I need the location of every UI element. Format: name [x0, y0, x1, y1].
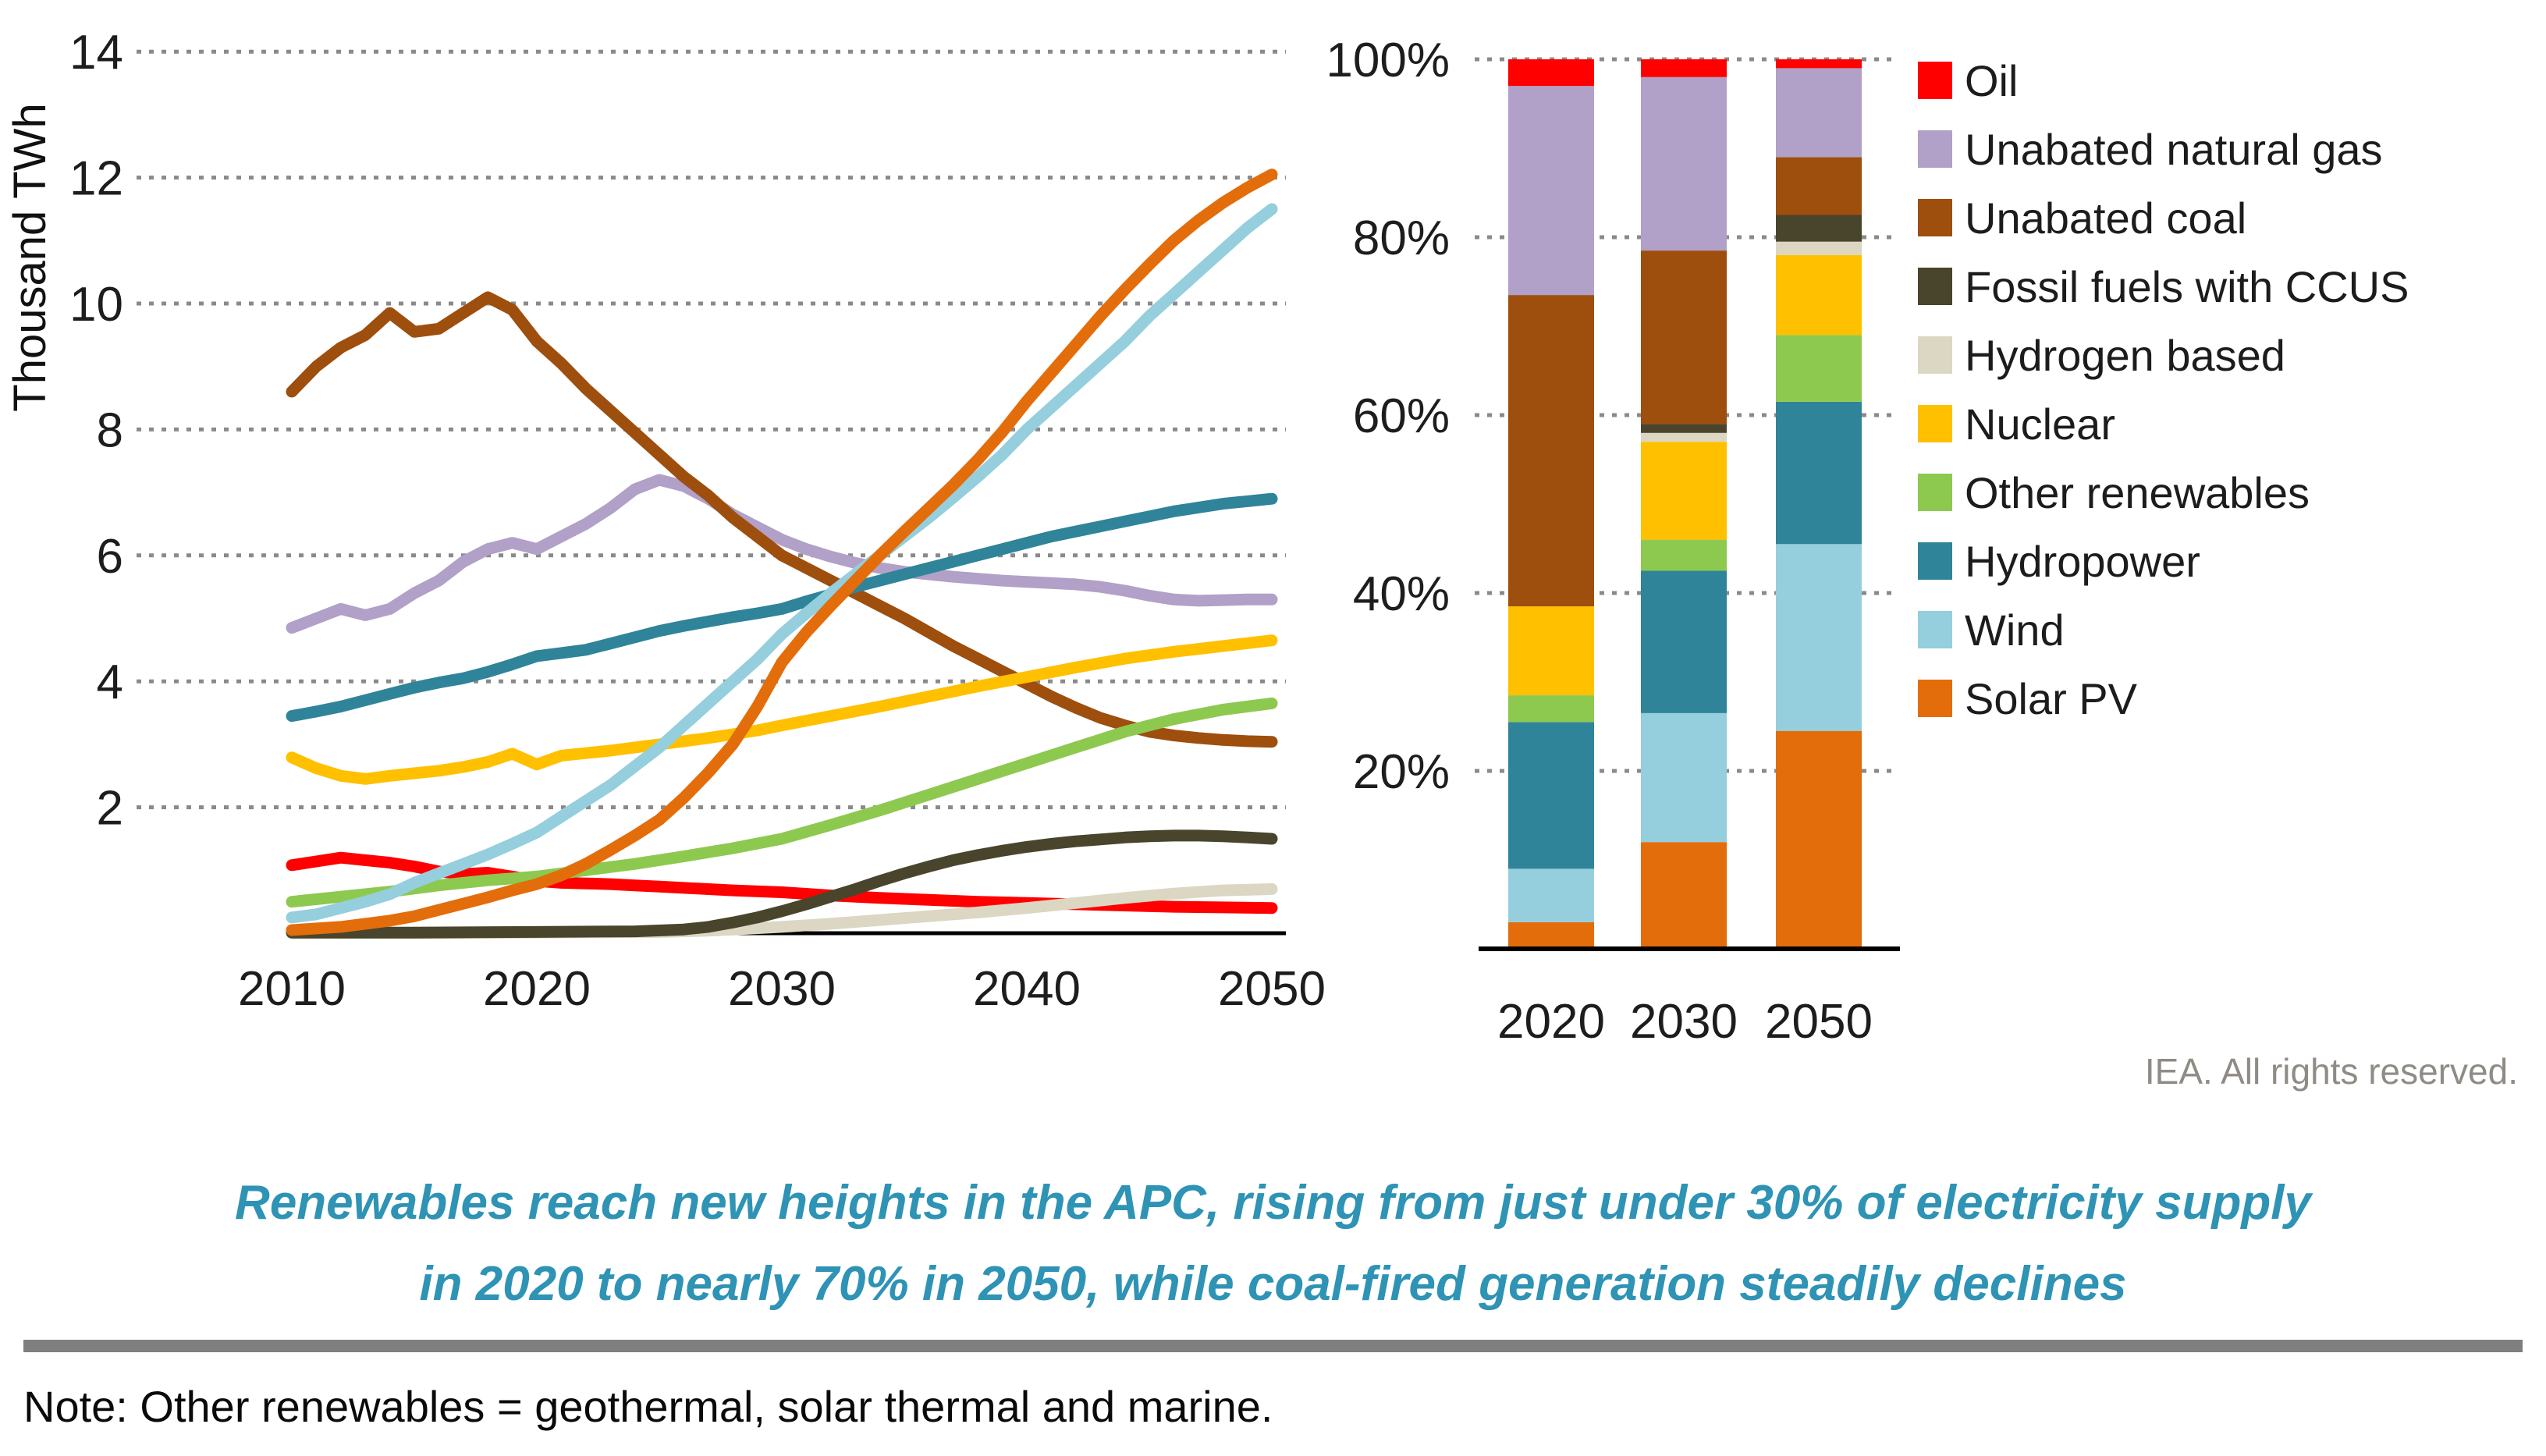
- line-series-other-renewables: [286, 697, 1278, 908]
- bar-segment-2030-solar-pv: [1641, 842, 1727, 949]
- y-tick-label: 8: [97, 403, 123, 457]
- legend-swatch-icon: [1918, 542, 1952, 580]
- caption-line-2: in 2020 to nearly 70% in 2050, while coa…: [419, 1257, 2127, 1311]
- percent-tick-label: 40%: [1353, 567, 1450, 621]
- bar-segment-2020-unabated-coal: [1508, 295, 1594, 607]
- legend-label: Solar PV: [1965, 673, 2137, 723]
- bar-segment-2020-hydropower: [1508, 722, 1594, 869]
- bar-segment-2030-nuclear: [1641, 442, 1727, 540]
- figure-caption: Renewables reach new heights in the APC,…: [0, 1163, 2546, 1325]
- x-tick-label: 2030: [728, 962, 836, 1016]
- bar-segment-2030-other-renewables: [1641, 539, 1727, 571]
- bar-segment-2050-wind: [1776, 544, 1862, 731]
- bar-segment-2020-oil: [1508, 59, 1594, 87]
- legend-label: Unabated natural gas: [1965, 124, 2383, 174]
- bar-segment-2020-solar-pv: [1508, 922, 1594, 949]
- bar-segment-2030-wind: [1641, 712, 1727, 843]
- line-series-fossil-fuels-with-ccus: [286, 829, 1278, 939]
- percent-tick-label: 100%: [1326, 34, 1450, 87]
- bar-segment-2050-other-renewables: [1776, 335, 1862, 402]
- legend-swatch-icon: [1918, 62, 1952, 99]
- bar-segment-2030-fossil-fuels-with-ccus: [1641, 424, 1727, 433]
- legend-swatch-icon: [1918, 130, 1952, 168]
- percent-tick-label: 20%: [1353, 745, 1450, 799]
- bar-segment-2020-wind: [1508, 868, 1594, 922]
- y-tick-label: 2: [97, 782, 123, 836]
- line-series-solar-pv: [286, 169, 1278, 936]
- section-divider: [23, 1340, 2523, 1352]
- legend-item-unabated-coal: Unabated coal: [1918, 183, 2409, 252]
- bar-category-label: 2020: [1497, 995, 1605, 1049]
- bar-segment-2020-other-renewables: [1508, 695, 1594, 723]
- legend-item-hydropower: Hydropower: [1918, 527, 2409, 595]
- bar-segment-2030-unabated-coal: [1641, 250, 1727, 424]
- bar-segment-2050-oil: [1776, 59, 1862, 69]
- y-tick-label: 6: [97, 530, 123, 584]
- legend-label: Unabated coal: [1965, 193, 2247, 243]
- bar-segment-2050-unabated-coal: [1776, 157, 1862, 215]
- line-series-hydropower: [286, 492, 1278, 723]
- y-axis-title: Thousand TWh: [5, 103, 55, 411]
- legend-label: Other renewables: [1965, 467, 2310, 517]
- x-tick-label: 2010: [238, 962, 346, 1016]
- y-tick-label: 10: [69, 278, 123, 332]
- line-series-unabated-coal: [286, 291, 1278, 748]
- x-tick-label: 2040: [973, 962, 1081, 1016]
- bar-segment-2050-solar-pv: [1776, 730, 1862, 949]
- attribution-text: IEA. All rights reserved.: [2144, 1051, 2518, 1092]
- legend-item-solar-pv: Solar PV: [1918, 664, 2409, 733]
- legend-item-fossil-fuels-with-ccus: Fossil fuels with CCUS: [1918, 252, 2409, 321]
- line-series-unabated-natural-gas: [286, 474, 1278, 634]
- legend-item-oil: Oil: [1918, 46, 2409, 115]
- legend-swatch-icon: [1918, 474, 1952, 511]
- percent-tick-label: 60%: [1353, 389, 1450, 443]
- percent-tick-label: 80%: [1353, 211, 1450, 265]
- legend-label: Oil: [1965, 55, 2019, 105]
- x-tick-label: 2050: [1218, 962, 1326, 1016]
- line-series-wind: [286, 203, 1278, 924]
- legend-label: Fossil fuels with CCUS: [1965, 261, 2409, 311]
- bar-segment-2050-hydropower: [1776, 401, 1862, 545]
- line-chart: Thousand TWh 2 4 6 8 10 12 14 2010 2020 2030 2040 20…: [5, 26, 1326, 1016]
- legend-item-wind: Wind: [1918, 595, 2409, 664]
- legend-label: Nuclear: [1965, 399, 2115, 449]
- x-tick-label: 2020: [483, 962, 591, 1016]
- bar-segment-2050-fossil-fuels-with-ccus: [1776, 215, 1862, 242]
- bar-category-label: 2030: [1630, 995, 1738, 1049]
- legend-swatch-icon: [1918, 405, 1952, 442]
- legend-swatch-icon: [1918, 611, 1952, 648]
- legend-label: Hydrogen based: [1965, 330, 2285, 380]
- bar-segment-2050-hydrogen-based: [1776, 241, 1862, 255]
- bar-segment-2020-unabated-natural-gas: [1508, 86, 1594, 296]
- legend-item-nuclear: Nuclear: [1918, 389, 2409, 458]
- legend-item-other-renewables: Other renewables: [1918, 458, 2409, 527]
- legend-label: Hydropower: [1965, 536, 2200, 586]
- y-tick-label: 14: [69, 26, 123, 80]
- bar-segment-2030-hydrogen-based: [1641, 432, 1727, 442]
- y-tick-label: 12: [69, 152, 123, 206]
- legend-label: Wind: [1965, 605, 2065, 655]
- chart-legend: Oil Unabated natural gas Unabated coal Foss…: [1918, 46, 2409, 733]
- footnote: Note: Other renewables = geothermal, sol…: [23, 1382, 1273, 1431]
- legend-item-hydrogen-based: Hydrogen based: [1918, 321, 2409, 389]
- legend-swatch-icon: [1918, 336, 1952, 374]
- legend-item-unabated-natural-gas: Unabated natural gas: [1918, 115, 2409, 183]
- bar-segment-2020-nuclear: [1508, 606, 1594, 696]
- bar-category-label: 2050: [1765, 995, 1873, 1049]
- legend-swatch-icon: [1918, 268, 1952, 305]
- stacked-bar-chart: 20% 40% 60% 80% 100% 2020 2030 2050: [1326, 34, 1900, 1049]
- bar-segment-2030-hydropower: [1641, 570, 1727, 713]
- bar-segment-2050-unabated-natural-gas: [1776, 68, 1862, 158]
- caption-line-1: Renewables reach new heights in the APC,…: [235, 1176, 2311, 1230]
- legend-swatch-icon: [1918, 199, 1952, 236]
- bar-segment-2050-nuclear: [1776, 254, 1862, 336]
- bar-segment-2030-oil: [1641, 59, 1727, 77]
- legend-swatch-icon: [1918, 680, 1952, 717]
- bar-segment-2030-unabated-natural-gas: [1641, 76, 1727, 251]
- y-tick-label: 4: [97, 655, 123, 709]
